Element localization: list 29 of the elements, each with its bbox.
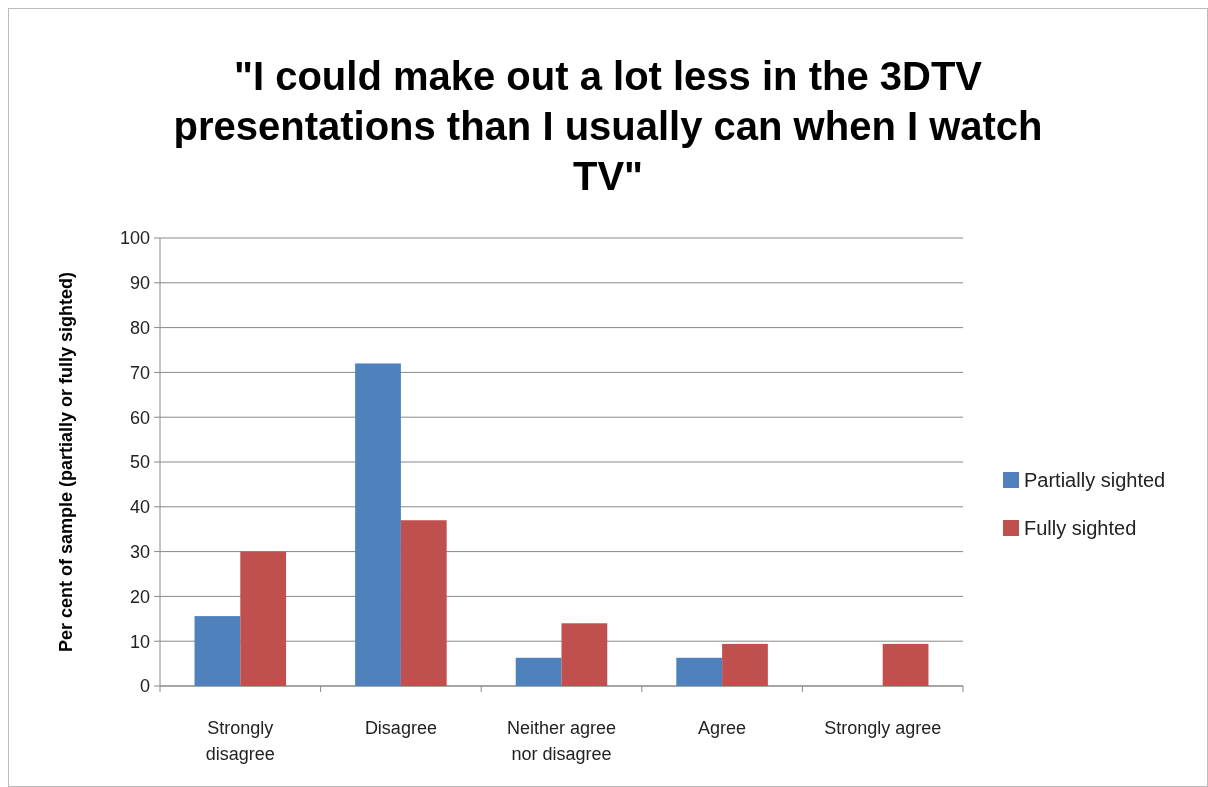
y-tick-label: 70 bbox=[129, 362, 150, 383]
y-axis-title: Per cent of sample (partially or fully sighted) bbox=[56, 271, 76, 653]
x-tick-label: Neither agree nor disagree bbox=[506, 718, 617, 764]
bar bbox=[515, 657, 562, 686]
y-tick-label: 80 bbox=[129, 317, 150, 338]
y-tick-label: 100 bbox=[119, 228, 150, 249]
legend-label: Partially sighted bbox=[1024, 469, 1166, 491]
y-tick-label: 30 bbox=[129, 541, 150, 562]
y-tick-label: 10 bbox=[129, 631, 150, 652]
bar bbox=[400, 520, 447, 686]
x-tick-label: Agree bbox=[698, 718, 747, 738]
bar bbox=[194, 616, 241, 686]
x-tick-label: Strongly disagree bbox=[205, 718, 275, 764]
legend-label: Fully sighted bbox=[1024, 517, 1137, 539]
bar bbox=[561, 623, 608, 686]
y-tick-label: 90 bbox=[129, 273, 150, 294]
y-tick-label: 60 bbox=[129, 407, 150, 428]
y-tick-label: 40 bbox=[129, 497, 150, 518]
x-tick-label: Disagree bbox=[364, 718, 437, 738]
bar bbox=[722, 643, 768, 686]
bar bbox=[882, 643, 929, 686]
y-tick-label: 50 bbox=[129, 452, 150, 473]
y-tick-label: 0 bbox=[139, 676, 150, 697]
bar bbox=[240, 551, 287, 686]
bar bbox=[355, 363, 401, 686]
chart-title: "I could make out a lot less in the 3DTV presentations than I usually can when I watch TV" bbox=[173, 54, 1043, 198]
x-tick-label: Strongly agree bbox=[824, 718, 942, 738]
bar bbox=[676, 657, 723, 686]
y-tick-label: 20 bbox=[129, 586, 150, 607]
